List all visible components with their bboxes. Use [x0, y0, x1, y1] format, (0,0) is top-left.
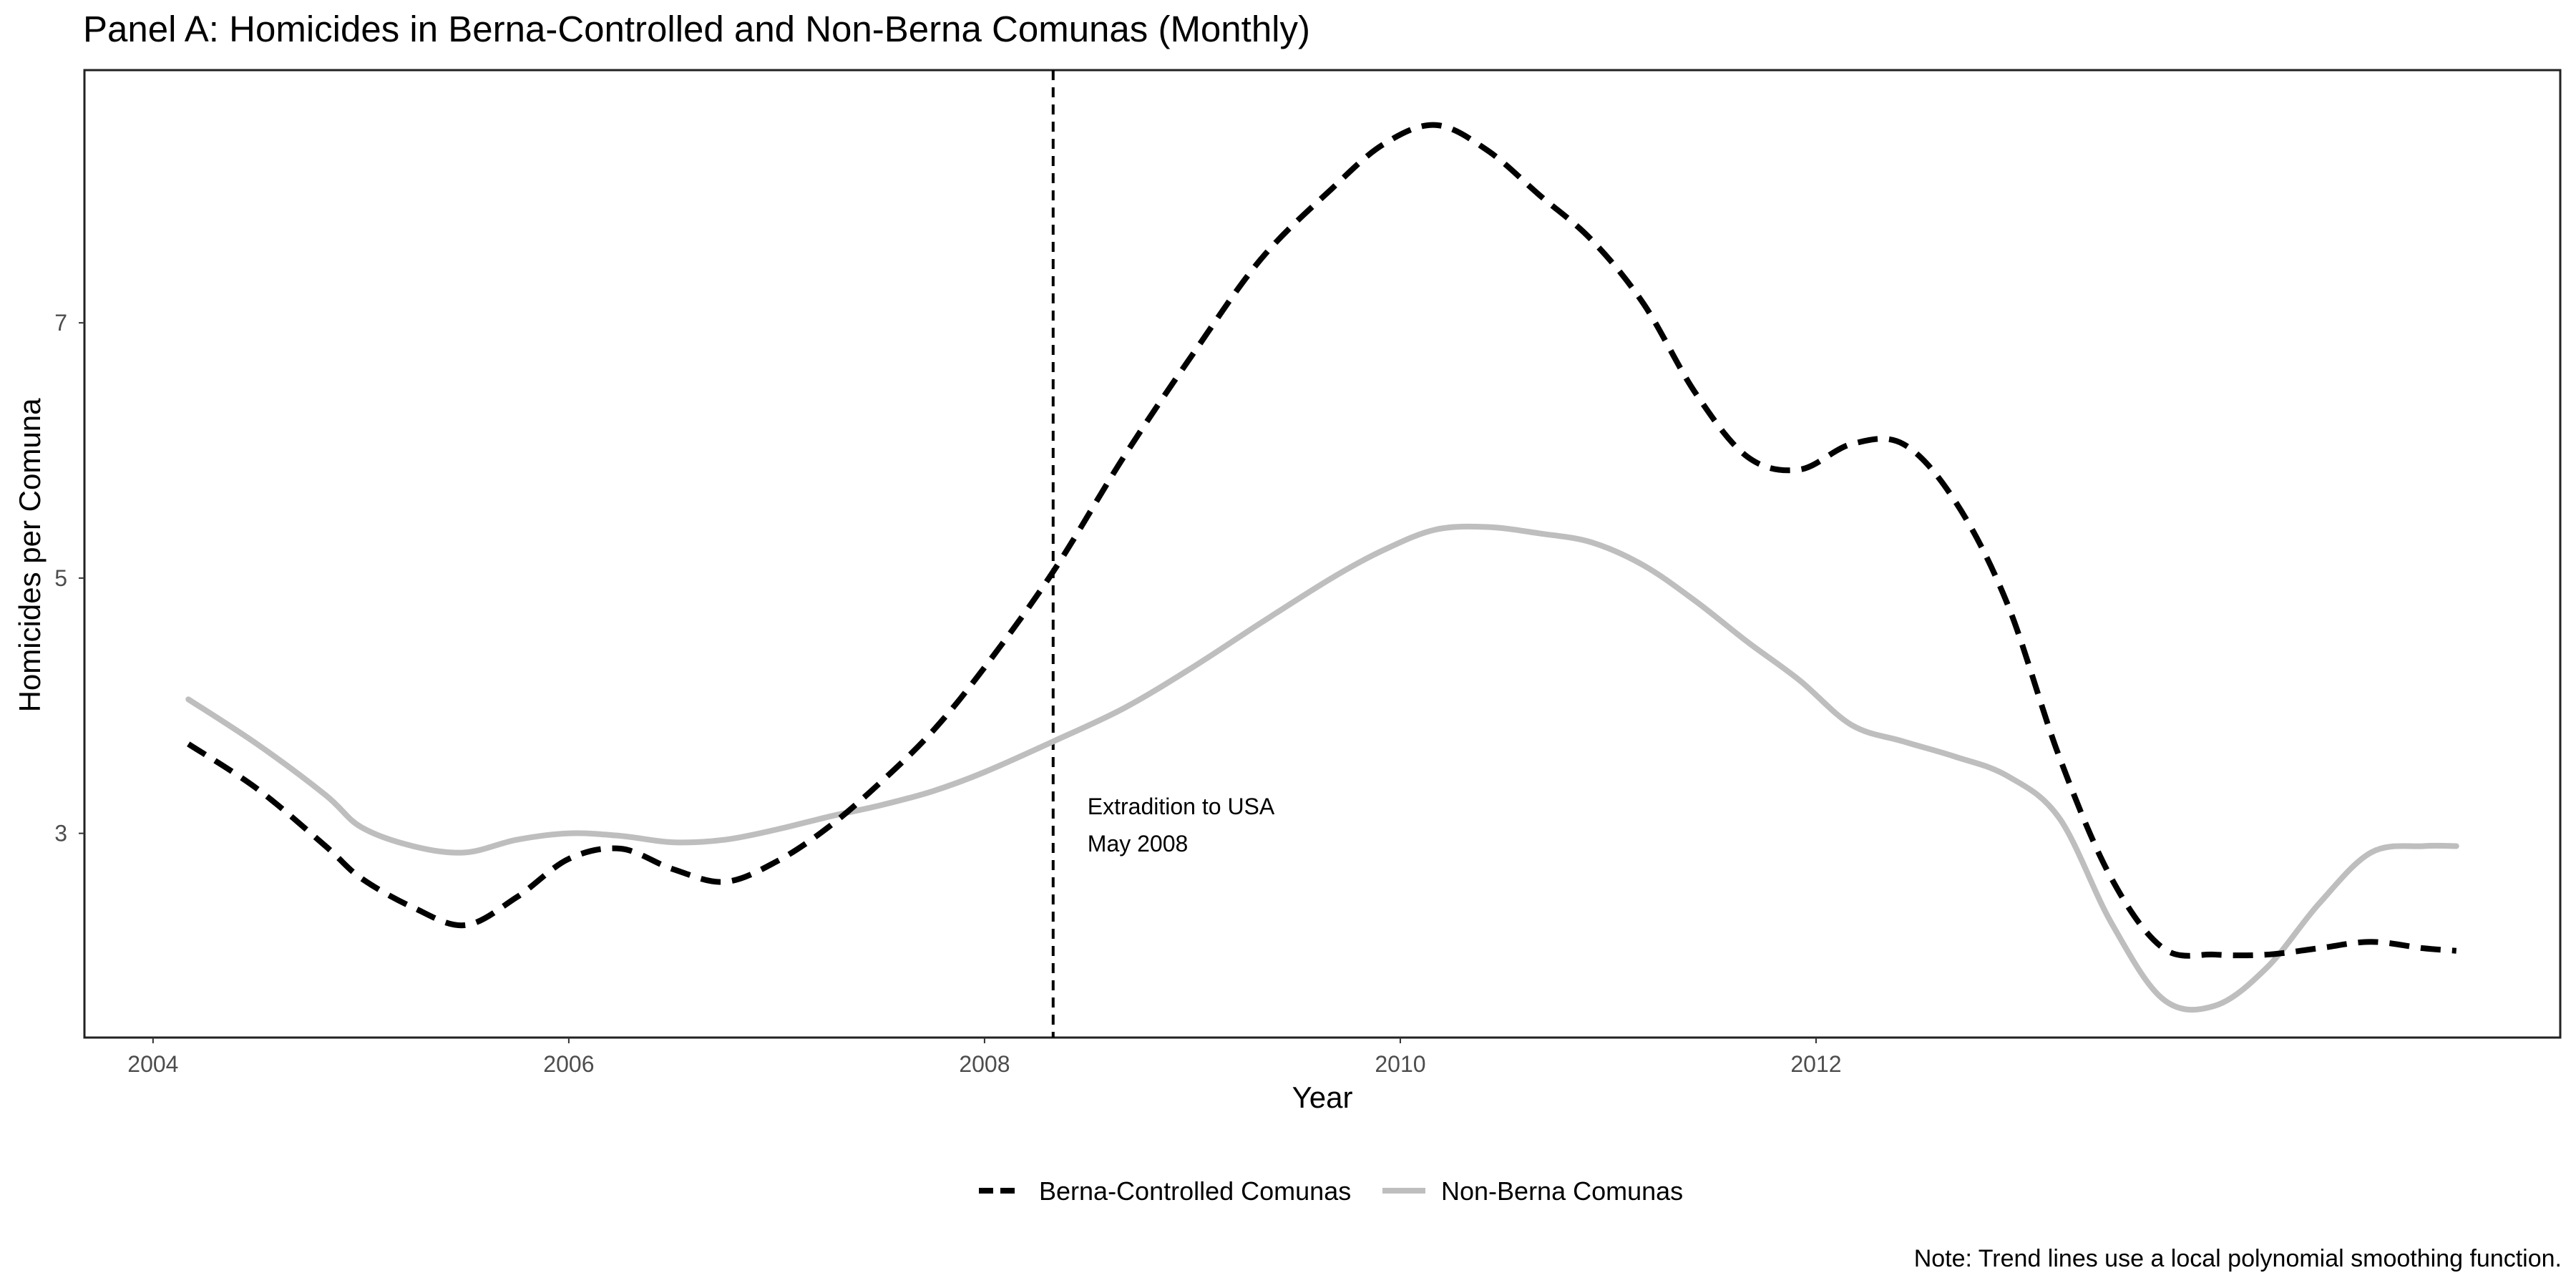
- series-line-berna: [187, 122, 2457, 959]
- annotation-layer: Extradition to USA May 2008: [1051, 70, 1275, 1038]
- y-tick-label: 5: [54, 565, 67, 591]
- x-tick-label: 2010: [1375, 1051, 1425, 1077]
- y-tick-label: 3: [54, 821, 67, 847]
- x-axis: 2004 2006 2008 2010 2012: [127, 1038, 1842, 1077]
- extradition-date-label: May 2008: [1088, 831, 1189, 857]
- legend: Berna-Controlled Comunas Non-Berna Comun…: [979, 1176, 1683, 1206]
- chart-note: Note: Trend lines use a local polynomial…: [1914, 1245, 2562, 1272]
- legend-label-non-berna: Non-Berna Comunas: [1441, 1176, 1683, 1206]
- plot-panel-border: [83, 69, 2562, 1039]
- legend-label-berna: Berna-Controlled Comunas: [1039, 1176, 1351, 1206]
- x-tick-label: 2012: [1790, 1051, 1841, 1077]
- y-axis-title: Homicides per Comuna: [13, 398, 47, 712]
- x-tick-label: 2006: [543, 1051, 594, 1077]
- series-layer: [185, 122, 2459, 1013]
- x-tick-label: 2004: [127, 1051, 178, 1077]
- chart-title: Panel A: Homicides in Berna-Controlled a…: [83, 9, 1310, 49]
- y-tick-label: 7: [54, 310, 67, 336]
- y-axis: 3 5 7: [54, 310, 84, 847]
- series-line-non-berna: [185, 523, 2459, 1013]
- x-tick-label: 2008: [959, 1051, 1010, 1077]
- extradition-label: Extradition to USA: [1088, 794, 1275, 819]
- x-axis-title: Year: [1292, 1080, 1353, 1114]
